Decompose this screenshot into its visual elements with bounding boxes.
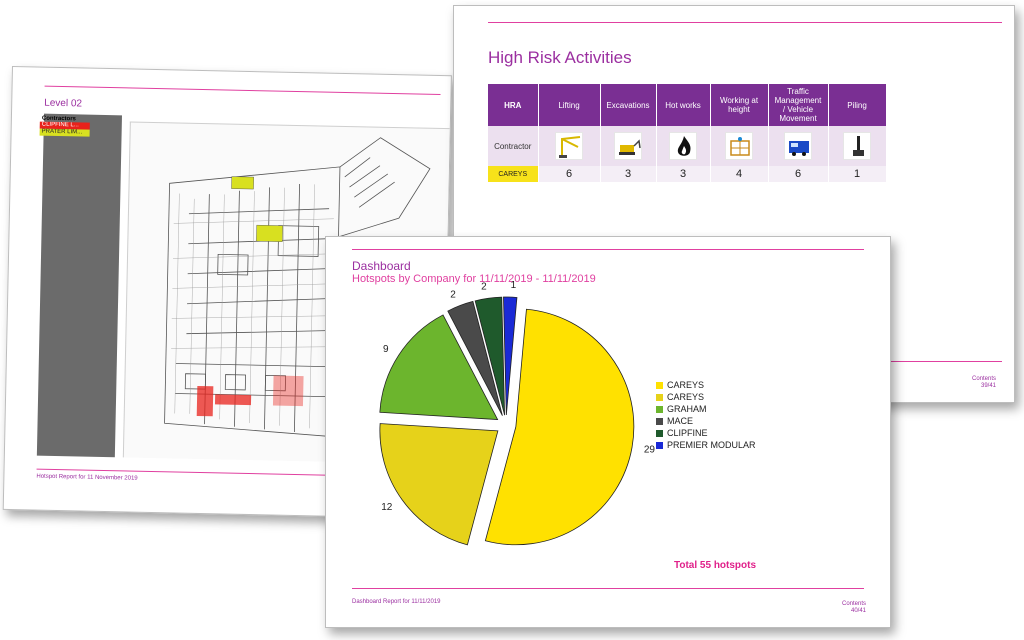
- legend-item-4: CLIPFINE: [656, 427, 756, 439]
- piling-rig-icon: [843, 132, 871, 160]
- col-traffic-management: Traffic Management / Vehicle Movement: [768, 84, 829, 126]
- count-traffic-management: 6: [768, 166, 829, 182]
- page-footer: Dashboard Report for 11/11/2019: [352, 599, 441, 605]
- excavator-icon: [614, 132, 642, 160]
- scaffold-icon: [725, 132, 753, 160]
- top-rule: [352, 249, 864, 250]
- pie-value-label-2: 9: [383, 344, 389, 355]
- legend-label: CAREYS: [667, 380, 705, 390]
- pie-slice-3: [447, 300, 503, 416]
- pie-value-label-0: 29: [644, 444, 656, 455]
- top-rule: [488, 22, 1002, 23]
- crane-icon: [555, 132, 583, 160]
- footer-contents: Contents: [971, 376, 996, 382]
- pie-value-label-4: 2: [481, 281, 487, 292]
- pie-slice-0: [484, 308, 635, 546]
- pie-slice-5: [503, 296, 518, 416]
- legend-label: MACE: [667, 416, 694, 426]
- page-title: Level 02: [44, 97, 83, 110]
- legend-item-prater: PRATER LIM...: [39, 128, 90, 137]
- page-title: Dashboard: [352, 259, 411, 273]
- pie-value-label-1: 12: [381, 502, 393, 513]
- pie-legend: CAREYS CAREYS GRAHAM MACE CLIPFINE PREMIER MO…: [656, 379, 756, 451]
- legend-swatch: [656, 405, 663, 413]
- col-working-at-height: Working at height: [710, 84, 769, 126]
- count-working-at-height: 4: [710, 166, 769, 182]
- page-footer: Hotspot Report for 11 November 2019: [36, 473, 138, 482]
- hra-table: HRA Lifting Excavations Hot works Workin…: [488, 84, 887, 182]
- chart-subtitle: Hotspots by Company for 11/11/2019 - 11/…: [352, 273, 596, 285]
- count-lifting: 6: [538, 166, 601, 182]
- pie-value-label-5: 1: [511, 280, 517, 291]
- legend-swatch: [656, 417, 663, 425]
- page-title: High Risk Activities: [488, 48, 632, 67]
- count-piling: 1: [828, 166, 887, 182]
- pie-slice-2: [379, 314, 499, 420]
- footer-page-number: 39/41: [980, 383, 996, 389]
- legend-item-3: MACE: [656, 415, 756, 427]
- legend-item-1: CAREYS: [656, 391, 756, 403]
- page-footer-right: Contents 40/41: [842, 601, 866, 615]
- contractor-legend: Contractors CLIPFINE L... PRATER LIM...: [39, 116, 90, 137]
- legend-swatch: [656, 441, 663, 449]
- col-piling: Piling: [828, 84, 887, 126]
- hotspot-pie-chart: 29 12 9 2 2 1: [379, 280, 656, 546]
- legend-label: CLIPFINE: [667, 428, 708, 438]
- hra-header: HRA: [488, 84, 539, 126]
- count-excavations: 3: [600, 166, 657, 182]
- dashboard-page: Dashboard Hotspots by Company for 11/11/…: [325, 236, 891, 628]
- legend-swatch: [656, 381, 663, 389]
- row-label-contractor: Contractor: [488, 126, 539, 166]
- pie-value-label-3: 2: [450, 289, 456, 300]
- pie-slice-4: [474, 296, 506, 416]
- legend-label: PREMIER MODULAR: [667, 440, 756, 450]
- truck-icon: [784, 132, 812, 160]
- top-rule: [44, 85, 441, 95]
- legend-swatch: [656, 393, 663, 401]
- legend-label: GRAHAM: [667, 404, 707, 414]
- col-lifting: Lifting: [538, 84, 601, 126]
- grey-sidebar: [36, 113, 122, 458]
- page-footer: Contents 39/41: [972, 376, 996, 390]
- pie-slice-1: [379, 423, 499, 546]
- footer-contents: Contents: [841, 601, 866, 607]
- legend-label: CAREYS: [667, 392, 705, 402]
- legend-item-0: CAREYS: [656, 379, 756, 391]
- bottom-rule: [352, 588, 864, 589]
- flame-icon: [669, 132, 697, 160]
- legend-item-5: PREMIER MODULAR: [656, 439, 756, 451]
- legend-swatch: [656, 429, 663, 437]
- count-hot-works: 3: [656, 166, 711, 182]
- col-hot-works: Hot works: [656, 84, 711, 126]
- legend-item-2: GRAHAM: [656, 403, 756, 415]
- total-hotspots: Total 55 hotspots: [674, 560, 757, 571]
- company-cell: CAREYS: [488, 166, 539, 182]
- footer-page-number: 40/41: [850, 608, 866, 614]
- col-excavations: Excavations: [600, 84, 657, 126]
